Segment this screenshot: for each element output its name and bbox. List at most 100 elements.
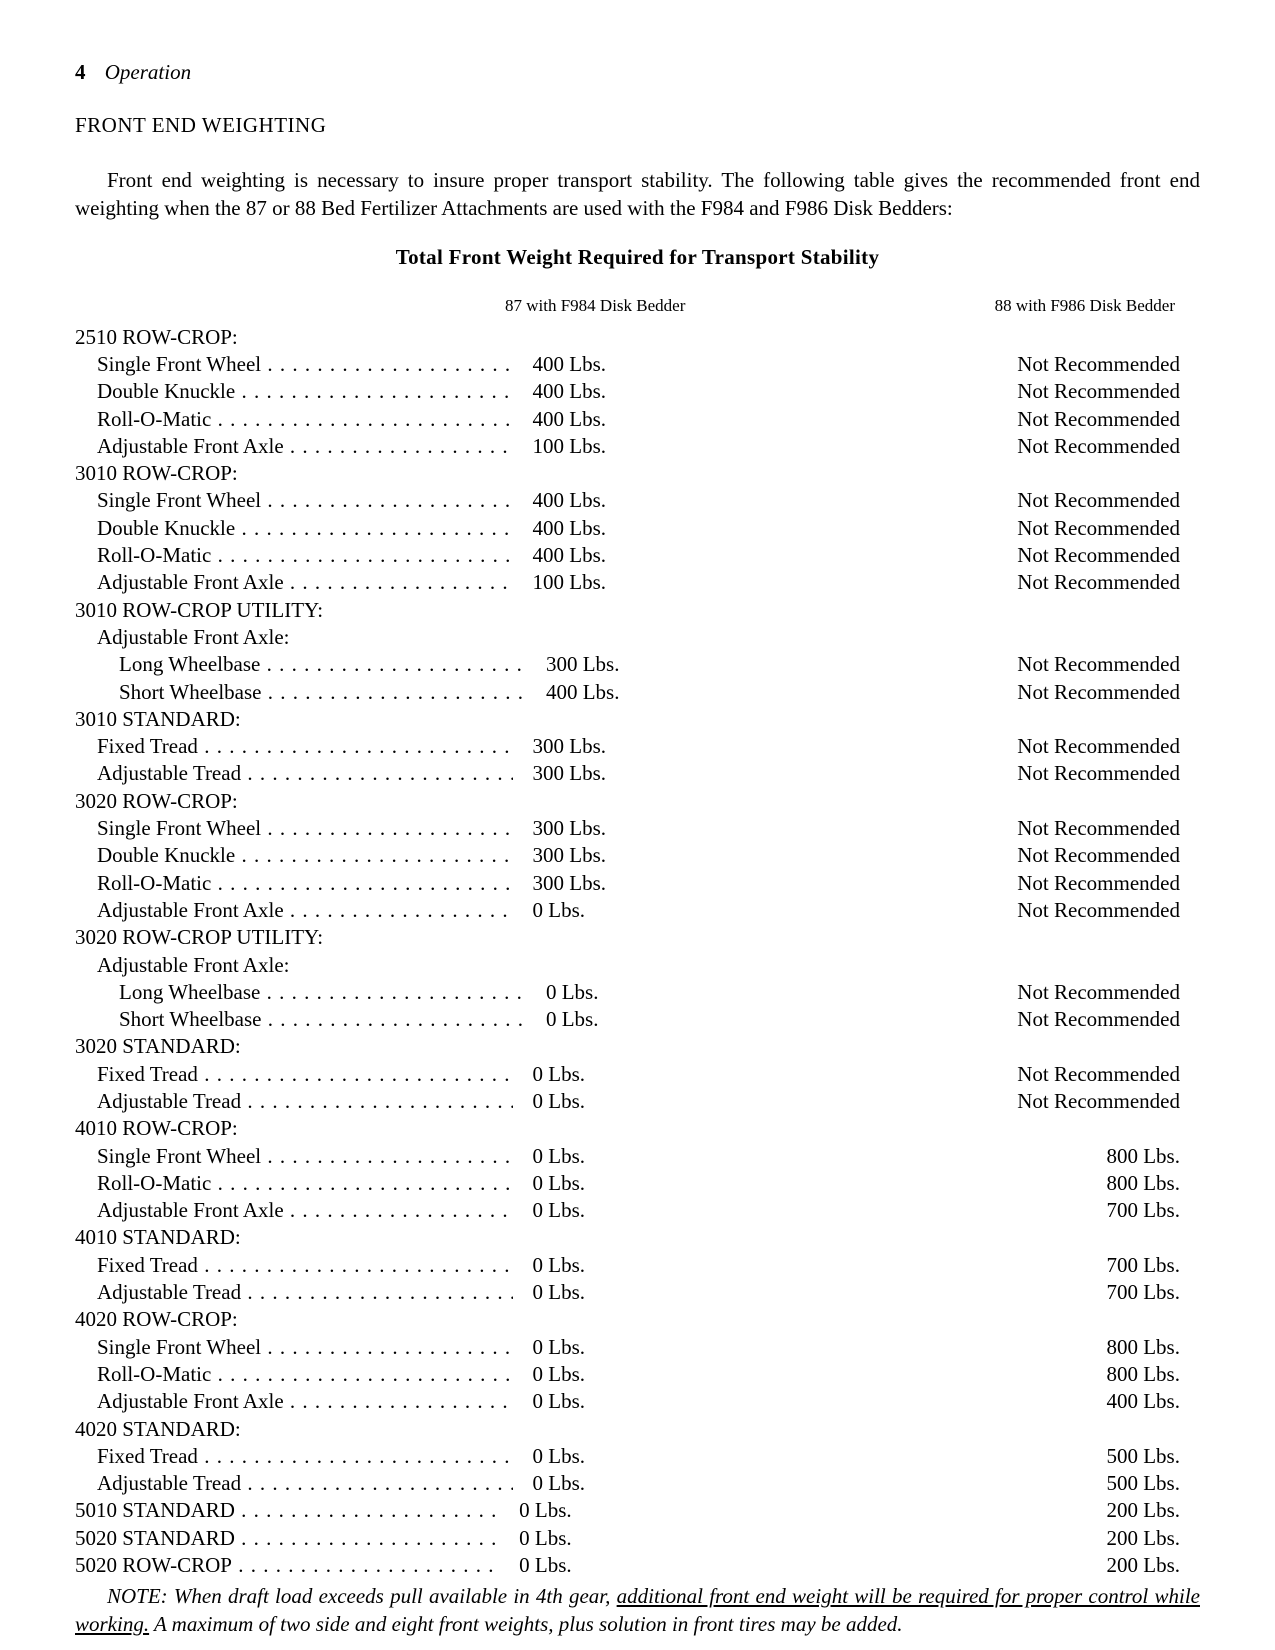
row-label: Fixed Tread (75, 1443, 513, 1470)
group-label: 4010 STANDARD: (75, 1224, 1200, 1251)
group-label: 3010 ROW-CROP UTILITY: (75, 597, 1200, 624)
note-suffix: A maximum of two side and eight front we… (149, 1612, 902, 1636)
value-88: Not Recommended (822, 378, 1200, 405)
value-88: Not Recommended (822, 897, 1200, 924)
table-row: Adjustable Front Axle0 Lbs.400 Lbs. (75, 1388, 1200, 1415)
value-87: 400 Lbs. (513, 406, 823, 433)
value-88: 700 Lbs. (822, 1279, 1200, 1306)
table-row: Roll-O-Matic0 Lbs.800 Lbs. (75, 1361, 1200, 1388)
table-row: 5020 ROW-CROP0 Lbs.200 Lbs. (75, 1552, 1200, 1579)
sub-label: Adjustable Front Axle: (75, 952, 1200, 979)
table-row: Adjustable Front Axle100 Lbs.Not Recomme… (75, 569, 1200, 596)
row-label: Roll-O-Matic (75, 1170, 513, 1197)
table-row: Single Front Wheel400 Lbs.Not Recommende… (75, 487, 1200, 514)
table-row: Double Knuckle400 Lbs.Not Recommended (75, 515, 1200, 542)
table-row: Fixed Tread300 Lbs.Not Recommended (75, 733, 1200, 760)
value-88: 800 Lbs. (822, 1361, 1200, 1388)
row-label: 5020 ROW-CROP (75, 1552, 499, 1579)
row-label: Long Wheelbase (75, 979, 526, 1006)
value-87: 300 Lbs. (513, 842, 823, 869)
value-87: 400 Lbs. (513, 515, 823, 542)
table-row: Roll-O-Matic400 Lbs.Not Recommended (75, 542, 1200, 569)
row-label: Single Front Wheel (75, 487, 513, 514)
row-label: Double Knuckle (75, 378, 513, 405)
value-88: Not Recommended (830, 979, 1200, 1006)
value-88: Not Recommended (822, 733, 1200, 760)
value-88: Not Recommended (822, 515, 1200, 542)
value-88: Not Recommended (822, 569, 1200, 596)
column-header-87: 87 with F984 Disk Bedder (505, 296, 805, 316)
row-label: Fixed Tread (75, 1252, 513, 1279)
table-row: Adjustable Tread0 Lbs.500 Lbs. (75, 1470, 1200, 1497)
value-88: Not Recommended (822, 842, 1200, 869)
table-row: Double Knuckle400 Lbs.Not Recommended (75, 378, 1200, 405)
value-87: 400 Lbs. (513, 351, 823, 378)
value-87: 0 Lbs. (513, 1388, 823, 1415)
row-label: Adjustable Tread (75, 1470, 513, 1497)
value-88: Not Recommended (830, 1006, 1200, 1033)
value-88: Not Recommended (822, 406, 1200, 433)
page-number: 4 (75, 60, 86, 84)
value-87: 0 Lbs. (513, 1061, 823, 1088)
value-87: 0 Lbs. (513, 897, 823, 924)
table-row: Long Wheelbase300 Lbs.Not Recommended (75, 651, 1200, 678)
row-label: Adjustable Front Axle (75, 1388, 513, 1415)
value-87: 400 Lbs. (513, 542, 823, 569)
value-87: 300 Lbs. (513, 815, 823, 842)
table-row: Long Wheelbase0 Lbs.Not Recommended (75, 979, 1200, 1006)
value-87: 400 Lbs. (526, 679, 830, 706)
table-row: Roll-O-Matic0 Lbs.800 Lbs. (75, 1170, 1200, 1197)
row-label: Double Knuckle (75, 515, 513, 542)
column-headers: 87 with F984 Disk Bedder 88 with F986 Di… (75, 296, 1200, 316)
value-87: 0 Lbs. (513, 1443, 823, 1470)
table-row: Fixed Tread0 Lbs.500 Lbs. (75, 1443, 1200, 1470)
value-88: 200 Lbs. (815, 1552, 1200, 1579)
value-88: Not Recommended (822, 351, 1200, 378)
row-label: Single Front Wheel (75, 1334, 513, 1361)
table-row: Adjustable Tread0 Lbs.700 Lbs. (75, 1279, 1200, 1306)
value-87: 100 Lbs. (513, 433, 823, 460)
value-88: Not Recommended (822, 542, 1200, 569)
value-87: 0 Lbs. (499, 1497, 815, 1524)
value-88: Not Recommended (830, 651, 1200, 678)
row-label: Single Front Wheel (75, 351, 513, 378)
row-label: Roll-O-Matic (75, 406, 513, 433)
value-87: 0 Lbs. (513, 1470, 823, 1497)
footnote: NOTE: When draft load exceeds pull avail… (75, 1583, 1200, 1638)
value-87: 0 Lbs. (513, 1334, 823, 1361)
value-87: 100 Lbs. (513, 569, 823, 596)
row-label: Fixed Tread (75, 1061, 513, 1088)
row-label: Single Front Wheel (75, 815, 513, 842)
value-87: 0 Lbs. (513, 1279, 823, 1306)
value-87: 0 Lbs. (526, 1006, 830, 1033)
value-88: 800 Lbs. (822, 1143, 1200, 1170)
row-label: Fixed Tread (75, 733, 513, 760)
section-title: Operation (105, 60, 191, 84)
table-row: 5020 STANDARD0 Lbs.200 Lbs. (75, 1525, 1200, 1552)
row-label: Roll-O-Matic (75, 1361, 513, 1388)
value-88: Not Recommended (822, 433, 1200, 460)
value-87: 0 Lbs. (499, 1552, 815, 1579)
row-label: Roll-O-Matic (75, 542, 513, 569)
value-87: 400 Lbs. (513, 378, 823, 405)
value-87: 300 Lbs. (513, 760, 823, 787)
value-88: Not Recommended (822, 487, 1200, 514)
table-title: Total Front Weight Required for Transpor… (75, 245, 1200, 270)
row-label: Long Wheelbase (75, 651, 526, 678)
group-label: 3020 ROW-CROP: (75, 788, 1200, 815)
table-row: Short Wheelbase400 Lbs.Not Recommended (75, 679, 1200, 706)
value-88: 500 Lbs. (822, 1443, 1200, 1470)
row-label: Adjustable Front Axle (75, 569, 513, 596)
value-88: Not Recommended (822, 870, 1200, 897)
group-label: 2510 ROW-CROP: (75, 324, 1200, 351)
row-label: Adjustable Front Axle (75, 1197, 513, 1224)
row-label: 5010 STANDARD (75, 1497, 499, 1524)
table-row: Adjustable Front Axle0 Lbs.Not Recommend… (75, 897, 1200, 924)
table-row: Single Front Wheel0 Lbs.800 Lbs. (75, 1143, 1200, 1170)
table-row: Adjustable Tread300 Lbs.Not Recommended (75, 760, 1200, 787)
group-label: 4020 STANDARD: (75, 1416, 1200, 1443)
table-row: Fixed Tread0 Lbs.700 Lbs. (75, 1252, 1200, 1279)
table-row: Roll-O-Matic400 Lbs.Not Recommended (75, 406, 1200, 433)
table-row: Single Front Wheel400 Lbs.Not Recommende… (75, 351, 1200, 378)
group-label: 4020 ROW-CROP: (75, 1306, 1200, 1333)
